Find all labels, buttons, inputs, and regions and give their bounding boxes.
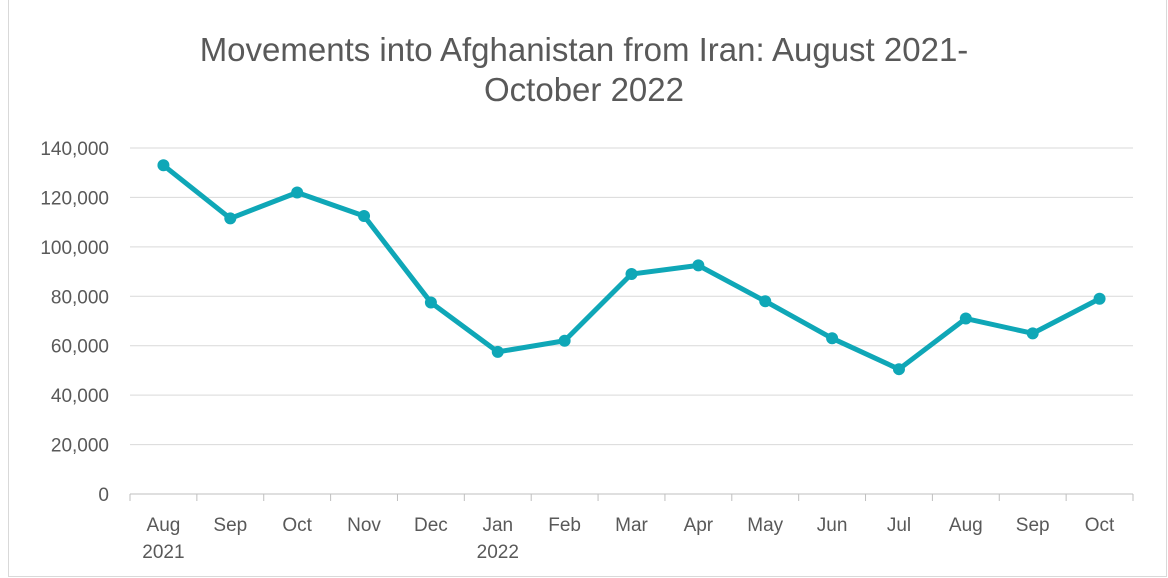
data-point	[491, 345, 504, 358]
data-point	[291, 186, 304, 199]
y-axis-ticks: 0 20,000 40,000 60,000 80,000 100,000 120,000 1…	[40, 139, 109, 506]
y-tick-label: 40,000	[51, 386, 109, 407]
y-tick-label: 0	[98, 485, 109, 506]
x-tick-label: Jun	[817, 515, 848, 536]
data-point	[692, 259, 705, 272]
y-tick-label: 120,000	[40, 188, 109, 209]
data-point	[892, 363, 905, 376]
x-tick-label: Aug	[147, 515, 181, 536]
y-tick-label: 140,000	[40, 139, 109, 160]
y-tick-label: 60,000	[51, 337, 109, 358]
data-point	[157, 159, 170, 172]
x-tick-label: Oct	[282, 515, 312, 536]
x-tick-label: Sep	[213, 515, 247, 536]
series-line	[160, 162, 1103, 372]
x-axis	[129, 493, 1134, 501]
data-point	[1026, 327, 1039, 340]
series-group	[157, 159, 1106, 376]
chart-title-line-2: October 2022	[484, 71, 684, 108]
x-tick-label: Nov	[347, 515, 381, 536]
data-point	[1093, 292, 1106, 305]
x-tick-sublabel: 2022	[477, 542, 519, 563]
chart-title-line-1: Movements into Afghanistan from Iran: Au…	[199, 31, 969, 68]
x-tick-label: Feb	[548, 515, 581, 536]
chart-title: Movements into Afghanistan from Iran: Au…	[0, 30, 1168, 110]
chart-frame	[8, 0, 1167, 577]
data-point	[424, 296, 437, 309]
data-point	[358, 209, 371, 222]
x-tick-label: Mar	[615, 515, 648, 536]
data-point	[558, 334, 571, 347]
data-point	[959, 312, 972, 325]
data-point	[224, 212, 237, 225]
x-tick-label: Oct	[1085, 515, 1115, 536]
y-tick-label: 80,000	[51, 287, 109, 308]
y-tick-label: 100,000	[40, 238, 109, 259]
x-tick-label: Sep	[1016, 515, 1050, 536]
x-tick-sublabel: 2021	[142, 542, 184, 563]
x-tick-label: Apr	[684, 515, 714, 536]
x-tick-label: Aug	[949, 515, 983, 536]
x-axis-ticks: Aug 2021 Sep Oct Nov Dec Jan 2022 Feb Mar Apr May Ju…	[142, 515, 1115, 563]
x-tick-label: Dec	[414, 515, 448, 536]
gridlines	[130, 147, 1133, 446]
data-point	[826, 332, 839, 345]
x-tick-label: May	[747, 515, 783, 536]
y-tick-label: 20,000	[51, 436, 109, 457]
x-tick-label: Jul	[887, 515, 911, 536]
x-tick-label: Jan	[482, 515, 513, 536]
data-point	[625, 268, 638, 281]
data-point	[759, 295, 772, 308]
